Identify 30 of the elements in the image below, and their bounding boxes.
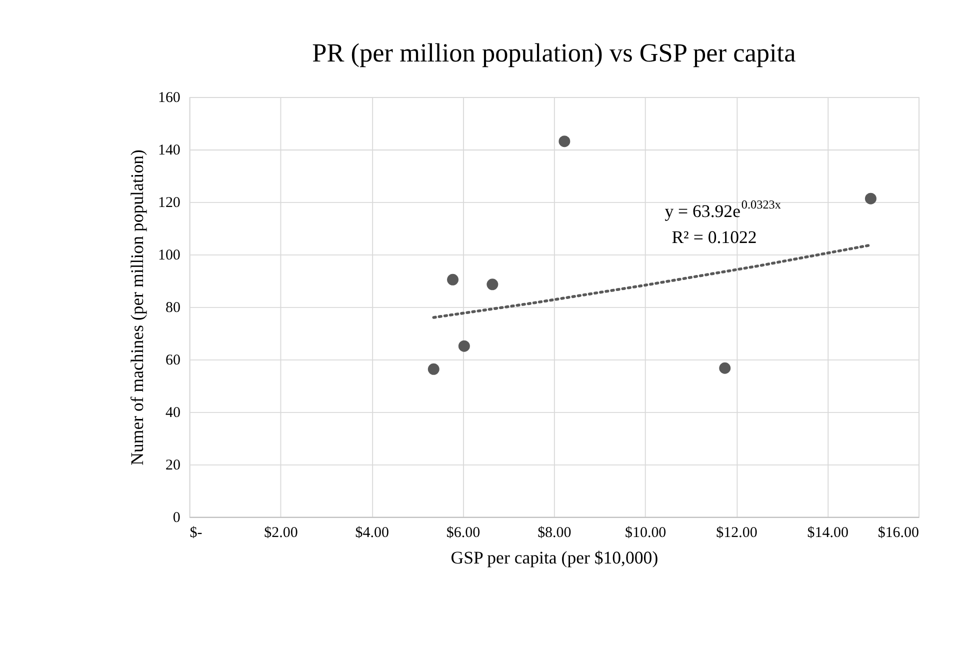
y-tick-label: 0 <box>172 510 180 526</box>
y-tick-label: 120 <box>158 195 180 212</box>
y-tick-label: 140 <box>158 142 180 159</box>
y-tick-label: 60 <box>165 352 180 369</box>
x-tick-label: $16.00 <box>878 525 920 542</box>
y-tick-label: 160 <box>158 90 180 106</box>
point <box>719 362 731 374</box>
x-tick-label: $2.00 <box>264 525 298 542</box>
x-tick-label: $6.00 <box>446 525 480 542</box>
x-tick-label: $- <box>190 525 202 542</box>
point <box>558 136 570 148</box>
y-tick-label: 40 <box>165 405 180 422</box>
point <box>458 340 470 352</box>
chart-title: PR (per million population) vs GSP per capita <box>312 38 796 68</box>
x-tick-label: $12.00 <box>716 525 758 542</box>
y-tick-label: 80 <box>165 300 180 316</box>
y-tick-label: 100 <box>158 248 180 264</box>
point <box>486 278 498 290</box>
y-axis-title: Numer of machines (per million population) <box>126 149 147 466</box>
x-tick-label: $4.00 <box>355 525 389 542</box>
x-axis-title: GSP per capita (per $10,000) <box>450 547 658 568</box>
x-tick-label: $8.00 <box>538 525 572 542</box>
point <box>428 363 440 375</box>
y-tick-label: 20 <box>165 458 180 474</box>
x-tick-label: $14.00 <box>807 525 848 542</box>
annotation: R² = 0.1022 <box>672 227 757 248</box>
point <box>447 274 459 286</box>
line-series <box>432 244 872 319</box>
x-tick-label: $10.00 <box>624 525 666 542</box>
point <box>864 192 876 204</box>
